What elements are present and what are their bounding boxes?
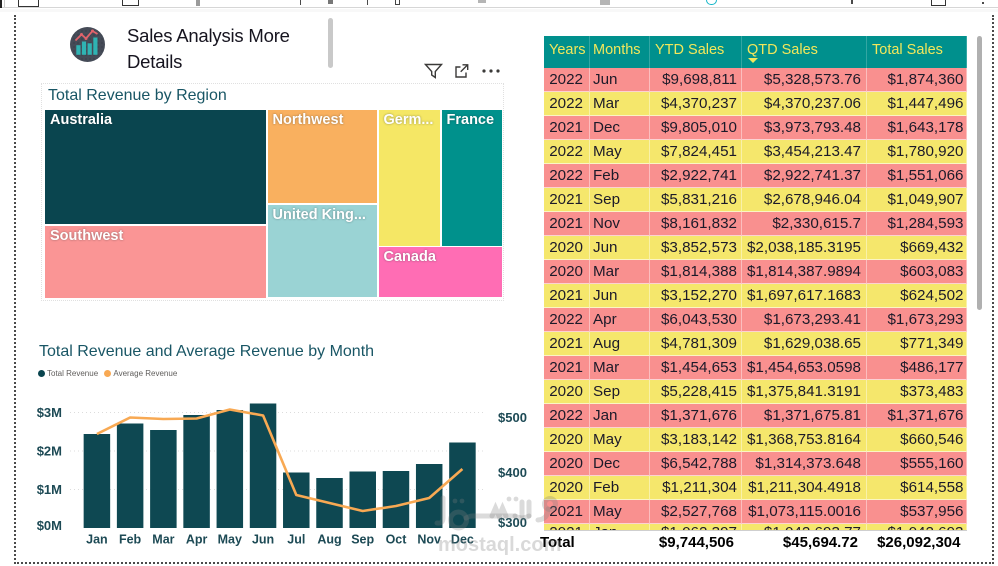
svg-text:$2M: $2M <box>37 444 62 459</box>
svg-text:Dec: Dec <box>451 533 474 547</box>
svg-text:May: May <box>218 533 242 547</box>
svg-text:Apr: Apr <box>186 533 208 547</box>
svg-text:Aug: Aug <box>317 533 341 547</box>
svg-text:$3M: $3M <box>37 405 62 420</box>
svg-text:$1M: $1M <box>37 482 62 497</box>
svg-text:$300: $300 <box>498 515 527 530</box>
svg-text:Feb: Feb <box>119 533 142 547</box>
svg-text:Oct: Oct <box>386 533 408 547</box>
svg-text:Jun: Jun <box>252 533 274 547</box>
svg-text:Nov: Nov <box>417 533 441 547</box>
svg-text:Mar: Mar <box>152 533 174 547</box>
svg-text:Jan: Jan <box>86 533 108 547</box>
svg-text:$400: $400 <box>498 465 527 480</box>
svg-text:$500: $500 <box>498 410 527 425</box>
svg-text:$0M: $0M <box>37 518 62 533</box>
svg-text:Jul: Jul <box>287 533 305 547</box>
svg-text:Sep: Sep <box>351 533 374 547</box>
